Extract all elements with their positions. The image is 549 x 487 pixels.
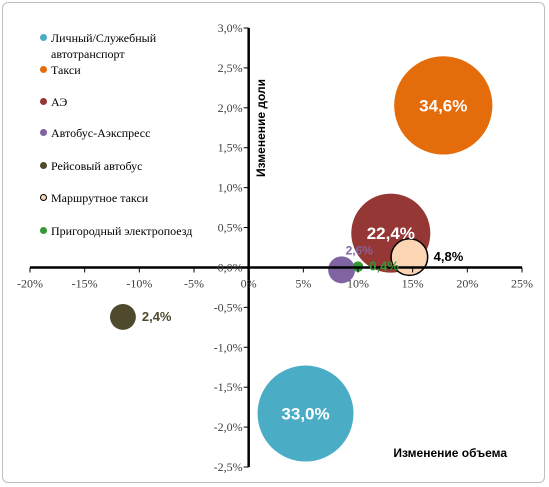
x-tick-label: -10% bbox=[126, 276, 152, 290]
x-tick-label: 25% bbox=[511, 276, 533, 290]
x-tick-label: -15% bbox=[72, 276, 98, 290]
y-tick-label: -1,5% bbox=[214, 380, 243, 394]
x-tick-label: 15% bbox=[402, 276, 424, 290]
legend-marker bbox=[40, 194, 47, 201]
data-label-4: 2,4% bbox=[142, 309, 172, 324]
y-tick-label: 3,0% bbox=[218, 21, 243, 35]
legend-marker bbox=[40, 98, 47, 105]
legend-label: Личный/Служебный автотранспорт bbox=[51, 31, 157, 61]
y-tick-label: 0,0% bbox=[218, 260, 243, 274]
y-tick-label: -0,5% bbox=[214, 300, 243, 314]
data-label-5: 4,8% bbox=[434, 249, 464, 264]
bubble-1 bbox=[394, 56, 493, 155]
data-label-6: 0,4% bbox=[369, 259, 399, 274]
x-tick-label: 5% bbox=[295, 276, 311, 290]
data-label-layer: 33,0% 34,6% 22,4%2,6% 2,4% 4,8% 0,4% bbox=[142, 96, 468, 423]
legend-label: Автобус-Аэкспресс bbox=[51, 126, 151, 140]
y-tick-label: -1,0% bbox=[214, 340, 243, 354]
axes-layer bbox=[30, 28, 522, 467]
data-label-0: 33,0% bbox=[281, 405, 329, 424]
legend-marker bbox=[40, 162, 47, 169]
y-tick-label: -2,5% bbox=[214, 460, 243, 474]
x-tick-label: 0% bbox=[241, 276, 257, 290]
legend-label: Рейсовый автобус bbox=[51, 159, 143, 173]
x-axis-title: Изменение объема bbox=[393, 446, 507, 460]
data-label-2: 22,4% bbox=[367, 224, 415, 243]
x-tick-label: 20% bbox=[456, 276, 478, 290]
y-axis-title: Изменение доли bbox=[254, 79, 268, 177]
bubble-0 bbox=[257, 365, 354, 462]
bubble-layer bbox=[109, 56, 493, 462]
y-tick-label: 1,5% bbox=[218, 141, 243, 155]
legend-label: Такси bbox=[51, 63, 81, 77]
y-tick-label: 0,5% bbox=[218, 221, 243, 235]
legend-marker bbox=[40, 129, 47, 136]
y-tick-label: 2,0% bbox=[218, 101, 243, 115]
data-label-3: 2,6% bbox=[346, 243, 374, 257]
legend-label: Пригородный электропоезд bbox=[51, 224, 193, 238]
bubble-3 bbox=[328, 256, 356, 284]
data-label-1: 34,6% bbox=[419, 96, 467, 115]
legend-marker bbox=[40, 66, 47, 73]
y-tick-label: 2,5% bbox=[218, 61, 243, 75]
legend-label: АЭ bbox=[51, 95, 68, 109]
tick-layer: -20% -15% -10% -5% 0% 5% 10% 15% 20% 25% 3,0% 2,5% 2… bbox=[17, 21, 533, 474]
legend-marker bbox=[40, 227, 47, 234]
x-tick-label: 10% bbox=[347, 276, 369, 290]
y-tick-label: 1,0% bbox=[218, 181, 243, 195]
x-tick-label: -20% bbox=[17, 276, 43, 290]
y-tick-label: -2,0% bbox=[214, 420, 243, 434]
legend-marker bbox=[40, 34, 47, 41]
x-tick-label: -5% bbox=[184, 276, 204, 290]
legend-label: Маршрутное такси bbox=[51, 191, 149, 205]
bubble-4 bbox=[109, 304, 136, 330]
